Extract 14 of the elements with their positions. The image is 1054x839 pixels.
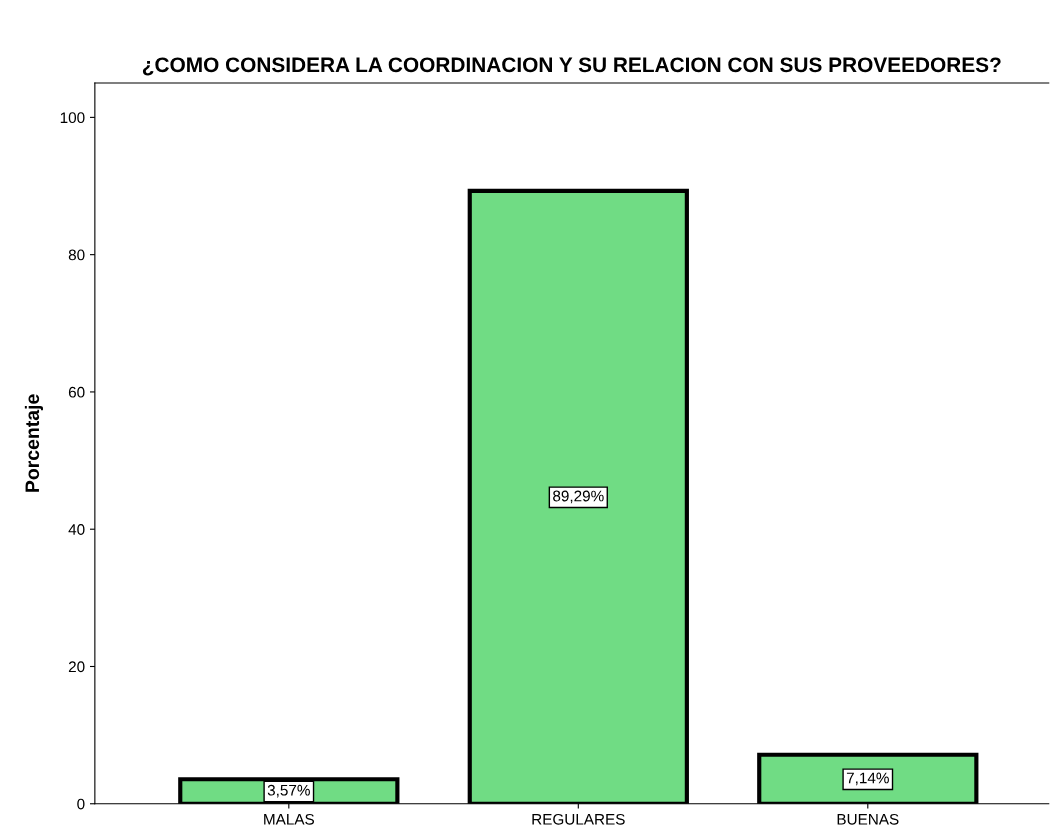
data-label: 89,29% (553, 490, 604, 504)
y-tick-label: 100 (60, 112, 85, 124)
y-tick-label: 40 (68, 524, 85, 535)
y-tick-label: 80 (68, 249, 85, 261)
data-label: 3,57% (267, 784, 310, 798)
y-tick-label: 20 (68, 661, 85, 673)
y-axis-title: Porcentaje (24, 394, 43, 492)
y-tick-label: 0 (77, 798, 85, 810)
x-tick-label: REGULARES (532, 813, 625, 825)
y-tick-label: 60 (68, 386, 85, 398)
x-tick-label: MALAS (264, 813, 315, 825)
data-label: 7,14% (846, 772, 889, 786)
x-tick-label: BUENAS (837, 813, 899, 825)
chart-title: ¿COMO CONSIDERA LA COORDINACION Y SU RELACION CON SUS PROVEEDORES? (142, 57, 1001, 76)
